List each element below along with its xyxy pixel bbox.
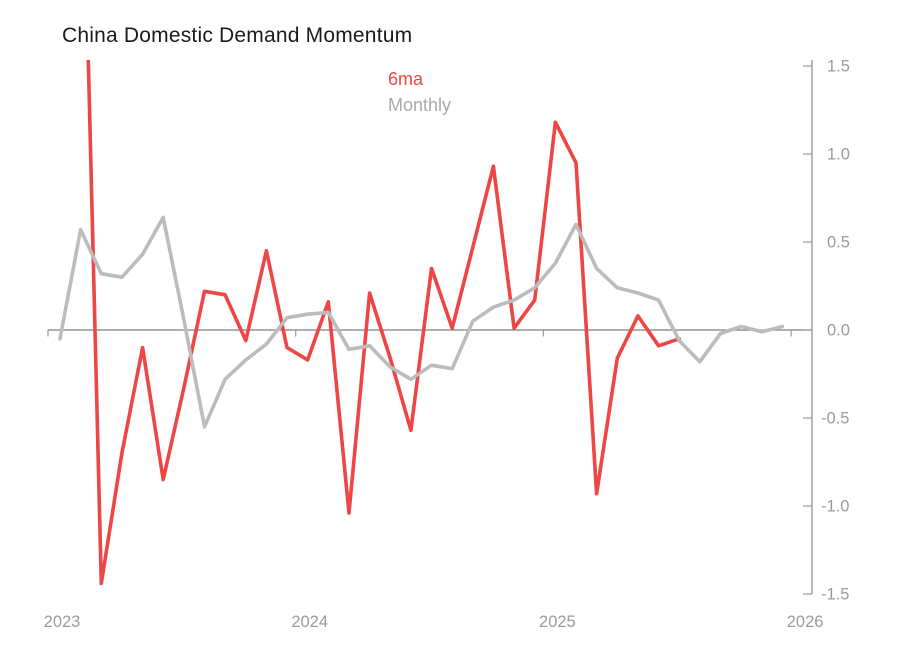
series-line-6ma <box>86 60 682 586</box>
series-group-monthly <box>58 215 785 429</box>
series-line-monthly <box>58 215 785 429</box>
x-axis-label: 2023 <box>44 613 81 631</box>
legend-series1-6ma: 6ma <box>388 69 424 89</box>
legend-series2-monthly: Monthly <box>388 95 452 115</box>
y-axis-label: 1.0 <box>827 146 850 164</box>
y-axis-label: 0.5 <box>827 234 850 252</box>
y-axis-label: 1.5 <box>827 58 850 76</box>
y-axis-label: -0.5 <box>821 410 849 428</box>
y-axis-label: 0.0 <box>827 322 850 340</box>
chart-title: China Domestic Demand Momentum <box>62 24 413 47</box>
x-axis-label: 2026 <box>787 613 824 631</box>
y-axis-label: -1.5 <box>821 586 849 604</box>
series-group-6ma <box>86 60 682 586</box>
x-axis-label: 2024 <box>291 613 328 631</box>
x-axis-label: 2025 <box>539 613 576 631</box>
y-axis-label: -1.0 <box>821 498 849 516</box>
